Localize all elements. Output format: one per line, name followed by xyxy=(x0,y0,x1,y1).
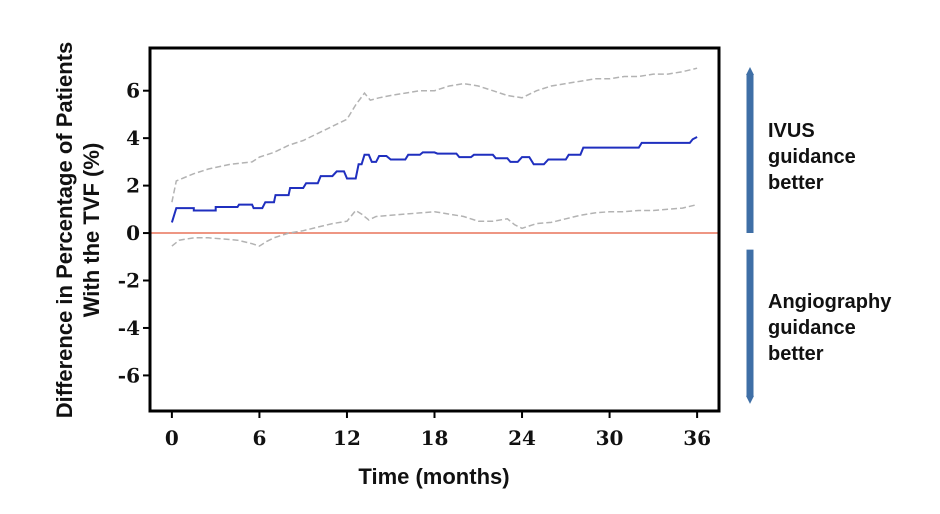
y-tick-label: -6 xyxy=(118,363,140,387)
y-axis-title-line-2: With the TVF (%) xyxy=(79,143,104,318)
ivus-better-arrow xyxy=(746,66,754,234)
y-tick-label: -2 xyxy=(118,269,140,293)
x-tick-label: 6 xyxy=(252,426,266,450)
ivus-better-label-line-1: IVUS xyxy=(768,120,815,142)
x-tick-label: 0 xyxy=(165,426,179,450)
difference-estimate-line xyxy=(170,136,698,223)
y-axis-title: Difference in Percentage of Patients Wit… xyxy=(52,42,104,419)
x-tick-label: 18 xyxy=(421,426,449,450)
y-axis-title-line-1: Difference in Percentage of Patients xyxy=(52,42,77,419)
ivus-better-label-line-3: better xyxy=(768,172,824,194)
x-tick-label: 12 xyxy=(333,426,361,450)
y-tick-label: 6 xyxy=(126,79,140,103)
upper-confidence-bound-line xyxy=(171,67,698,203)
x-axis-ticks: 0 6 12 18 24 30 36 xyxy=(165,411,711,450)
x-tick-label: 30 xyxy=(596,426,624,450)
ivus-better-label-line-2: guidance xyxy=(768,146,856,168)
annotations: IVUS guidance better Angiography guidance bet… xyxy=(746,66,892,404)
y-tick-label: 0 xyxy=(126,221,140,245)
angiography-better-label-line-2: guidance xyxy=(768,317,856,339)
y-tick-label: 4 xyxy=(126,126,140,150)
angiography-better-label-line-3: better xyxy=(768,343,824,365)
x-tick-label: 24 xyxy=(508,426,536,450)
angiography-better-arrow xyxy=(746,249,754,404)
plot-frame xyxy=(148,46,721,413)
y-axis-ticks: 6 4 2 0 -2 -4 -6 xyxy=(118,79,150,387)
y-tick-label: -4 xyxy=(118,316,140,340)
angiography-better-label-line-1: Angiography xyxy=(768,291,892,313)
x-tick-label: 36 xyxy=(683,426,711,450)
lower-confidence-bound-line xyxy=(171,203,698,247)
x-axis-title: Time (months) xyxy=(358,464,509,489)
y-tick-label: 2 xyxy=(126,174,140,198)
